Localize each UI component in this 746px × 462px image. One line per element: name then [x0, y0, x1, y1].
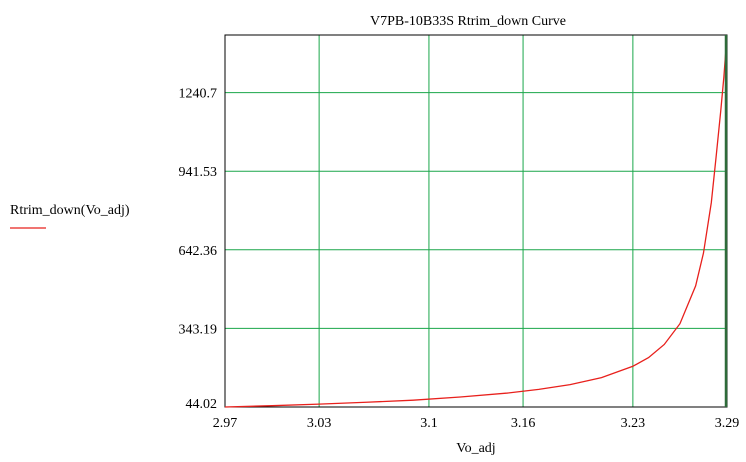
y-tick-label: 941.53 [179, 165, 218, 180]
x-tick-label: 3.23 [621, 416, 646, 431]
y-tick-label: 343.19 [179, 322, 218, 337]
x-tick-label: 3.03 [307, 416, 332, 431]
y-tick-label: 1240.7 [179, 87, 218, 102]
grid [225, 35, 727, 407]
x-axis-label: Vo_adj [456, 441, 495, 456]
x-tick-label: 3.1 [420, 416, 438, 431]
y-axis-label: Rtrim_down(Vo_adj) [10, 203, 130, 218]
x-axis-ticks: 2.97 3.03 3.1 3.16 3.23 3.29 [213, 416, 740, 431]
y-axis-ticks: 44.02 343.19 642.36 941.53 1240.7 [179, 87, 218, 412]
x-tick-label: 3.29 [715, 416, 740, 431]
x-tick-label: 2.97 [213, 416, 238, 431]
x-tick-label: 3.16 [511, 416, 536, 431]
plot-frame [224, 34, 728, 408]
chart-title: V7PB-10B33S Rtrim_down Curve [370, 14, 566, 29]
y-tick-label: 642.36 [179, 244, 218, 259]
y-tick-label: 44.02 [186, 397, 218, 412]
series-line-rtrim-down [224, 45, 727, 408]
